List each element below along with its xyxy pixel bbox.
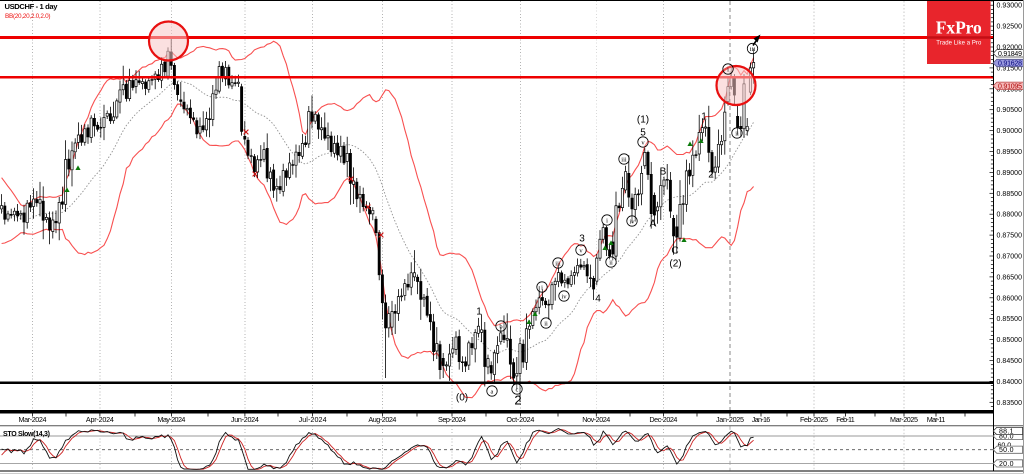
svg-text:ii: ii <box>609 259 613 266</box>
svg-text:BB(20,20,2.0,2.0): BB(20,20,2.0,2.0) <box>5 13 51 20</box>
svg-text:3: 3 <box>579 234 585 245</box>
svg-text:Mar-2025: Mar-2025 <box>890 415 918 424</box>
svg-text:50.0: 50.0 <box>999 447 1014 454</box>
svg-text:Mar-11: Mar-11 <box>927 415 946 424</box>
svg-text:0.90500: 0.90500 <box>997 107 1023 114</box>
svg-text:a: a <box>491 388 494 395</box>
svg-text:c: c <box>516 386 519 393</box>
svg-text:FxPro: FxPro <box>936 18 982 38</box>
svg-text:b: b <box>499 323 502 330</box>
svg-text:0.88000: 0.88000 <box>997 212 1023 219</box>
svg-text:i: i <box>541 284 543 291</box>
svg-text:0.86000: 0.86000 <box>997 295 1023 302</box>
svg-text:i: i <box>606 217 608 224</box>
svg-text:Sep-2024: Sep-2024 <box>438 415 466 424</box>
svg-text:Nov-2024: Nov-2024 <box>582 415 610 424</box>
svg-text:v: v <box>579 247 583 254</box>
svg-text:Aug-2024: Aug-2024 <box>368 415 396 424</box>
svg-text:C: C <box>671 246 678 257</box>
svg-text:0.89000: 0.89000 <box>997 170 1023 177</box>
svg-text:May-2024: May-2024 <box>157 415 185 424</box>
svg-text:iv: iv <box>561 293 567 300</box>
svg-text:0.92000: 0.92000 <box>997 45 1023 52</box>
svg-text:USDCHF - 1 day: USDCHF - 1 day <box>5 2 59 11</box>
svg-text:Feb-2025: Feb-2025 <box>800 415 828 424</box>
svg-text:iv: iv <box>629 218 635 225</box>
svg-text:Feb-11: Feb-11 <box>836 415 855 424</box>
svg-text:0.90000: 0.90000 <box>997 128 1023 135</box>
svg-text:Jan-16: Jan-16 <box>752 415 771 424</box>
svg-text:20.0: 20.0 <box>999 461 1014 468</box>
svg-text:(1): (1) <box>637 115 649 126</box>
svg-text:0.87500: 0.87500 <box>997 233 1023 240</box>
svg-text:STO Slow(14,3): STO Slow(14,3) <box>3 431 50 438</box>
svg-text:Mar-2024: Mar-2024 <box>19 415 47 424</box>
svg-text:Jul-2024: Jul-2024 <box>299 415 327 424</box>
svg-text:0.85500: 0.85500 <box>997 316 1023 323</box>
svg-text:0.85000: 0.85000 <box>997 337 1023 344</box>
svg-text:0.91849: 0.91849 <box>998 51 1022 58</box>
svg-text:0.86500: 0.86500 <box>997 274 1023 281</box>
svg-text:Dec-2024: Dec-2024 <box>649 415 677 424</box>
svg-text:2: 2 <box>708 170 714 181</box>
svg-text:Jan-2025: Jan-2025 <box>716 415 744 424</box>
svg-text:0.84000: 0.84000 <box>997 379 1023 386</box>
svg-text:88.1: 88.1 <box>999 429 1014 436</box>
svg-text:i: i <box>727 66 729 73</box>
svg-text:(2): (2) <box>669 259 681 270</box>
svg-text:0.83500: 0.83500 <box>997 400 1023 407</box>
svg-text:0.91500: 0.91500 <box>997 65 1023 72</box>
svg-text:0.87000: 0.87000 <box>997 254 1023 261</box>
svg-text:0.88500: 0.88500 <box>997 191 1023 198</box>
svg-text:0.84500: 0.84500 <box>997 358 1023 365</box>
svg-text:80.0: 80.0 <box>999 434 1014 441</box>
svg-text:Oct-2024: Oct-2024 <box>506 415 534 424</box>
svg-text:iii: iii <box>750 46 756 53</box>
svg-text:1: 1 <box>476 307 482 318</box>
svg-text:1: 1 <box>701 112 707 123</box>
svg-text:0.91095: 0.91095 <box>998 83 1022 90</box>
svg-text:Apr-2024: Apr-2024 <box>86 415 114 424</box>
svg-text:0.91628: 0.91628 <box>998 61 1022 68</box>
svg-text:5: 5 <box>640 128 646 139</box>
svg-text:0.89500: 0.89500 <box>997 149 1023 156</box>
svg-text:ii: ii <box>735 130 739 137</box>
svg-text:2: 2 <box>514 393 521 408</box>
svg-text:Jun-2024: Jun-2024 <box>231 415 259 424</box>
svg-text:0.92500: 0.92500 <box>997 24 1023 31</box>
svg-text:(0): (0) <box>456 393 468 404</box>
svg-text:iii: iii <box>555 260 561 267</box>
svg-text:iii: iii <box>621 156 627 163</box>
svg-text:A: A <box>650 219 657 230</box>
svg-text:Trade Like a Pro: Trade Like a Pro <box>936 40 982 46</box>
svg-text:ii: ii <box>544 320 548 327</box>
svg-text:0.93000: 0.93000 <box>997 3 1023 10</box>
svg-text:4: 4 <box>595 294 601 305</box>
svg-text:B: B <box>660 167 667 178</box>
svg-text:v: v <box>641 139 645 146</box>
